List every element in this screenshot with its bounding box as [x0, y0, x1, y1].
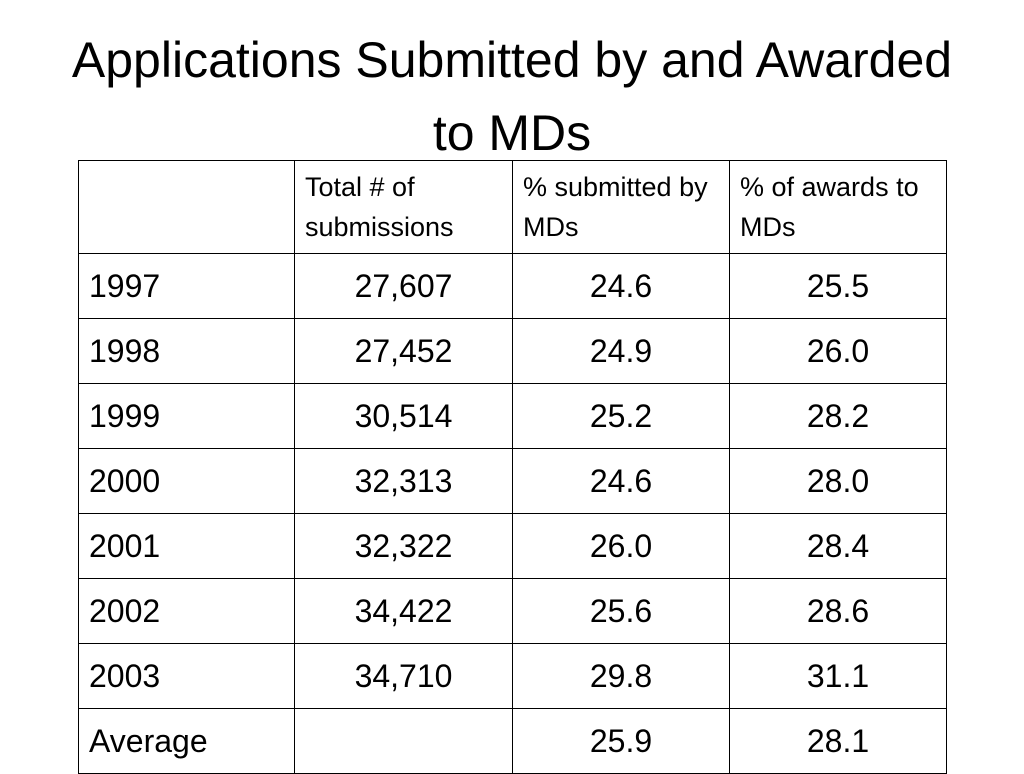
table-row: 2003 34,710 29.8 31.1 [78, 643, 947, 709]
table-cell: 28.6 [729, 578, 947, 644]
table-cell: 25.2 [512, 383, 730, 449]
row-label: 2003 [78, 643, 295, 709]
table-cell: 32,322 [294, 513, 513, 579]
row-label: 2001 [78, 513, 295, 579]
row-label: 1998 [78, 318, 295, 384]
table-cell: 34,422 [294, 578, 513, 644]
table-cell: 26.0 [729, 318, 947, 384]
table-cell: 32,313 [294, 448, 513, 514]
table-cell [294, 708, 513, 774]
data-table: Total # of submissions% submitted by MDs… [78, 160, 947, 774]
table-body: 1997 27,607 24.6 25.5 1998 27,452 24.9 26.0 1999… [78, 253, 947, 774]
table-cell: 30,514 [294, 383, 513, 449]
table-row: 2000 32,313 24.6 28.0 [78, 448, 947, 514]
table-cell: 24.6 [512, 253, 730, 319]
table-cell: 25.6 [512, 578, 730, 644]
title: Applications Submitted by and Awarded to… [71, 32, 953, 161]
table-cell: 28.4 [729, 513, 947, 579]
table-cell: 26.0 [512, 513, 730, 579]
header-cell: % submitted by MDs [512, 160, 730, 254]
table-cell: 27,607 [294, 253, 513, 319]
table-row: 2001 32,322 26.0 28.4 [78, 513, 947, 579]
row-label: 1999 [78, 383, 295, 449]
table-cell: 28.0 [729, 448, 947, 514]
table-row: 1998 27,452 24.9 26.0 [78, 318, 947, 384]
table-cell: 27,452 [294, 318, 513, 384]
table-row: 1999 30,514 25.2 28.2 [78, 383, 947, 449]
row-label: 2000 [78, 448, 295, 514]
table-cell: 31.1 [729, 643, 947, 709]
table-row: 1997 27,607 24.6 25.5 [78, 253, 947, 319]
header-row: Total # of submissions% submitted by MDs… [78, 160, 947, 254]
row-label: Average [78, 708, 295, 774]
table-cell: 24.9 [512, 318, 730, 384]
row-label: 1997 [78, 253, 295, 319]
header-cell [78, 160, 295, 254]
table-cell: 25.9 [512, 708, 730, 774]
table-row: 2002 34,422 25.6 28.6 [78, 578, 947, 644]
table-cell: 25.5 [729, 253, 947, 319]
table-cell: 28.2 [729, 383, 947, 449]
header-cell: Total # of submissions [294, 160, 513, 254]
table-cell: 28.1 [729, 708, 947, 774]
table-cell: 34,710 [294, 643, 513, 709]
row-label: 2002 [78, 578, 295, 644]
table-row: Average 25.9 28.1 [78, 708, 947, 774]
table-cell: 24.6 [512, 448, 730, 514]
header-cell: % of awards to MDs [729, 160, 947, 254]
table-cell: 29.8 [512, 643, 730, 709]
